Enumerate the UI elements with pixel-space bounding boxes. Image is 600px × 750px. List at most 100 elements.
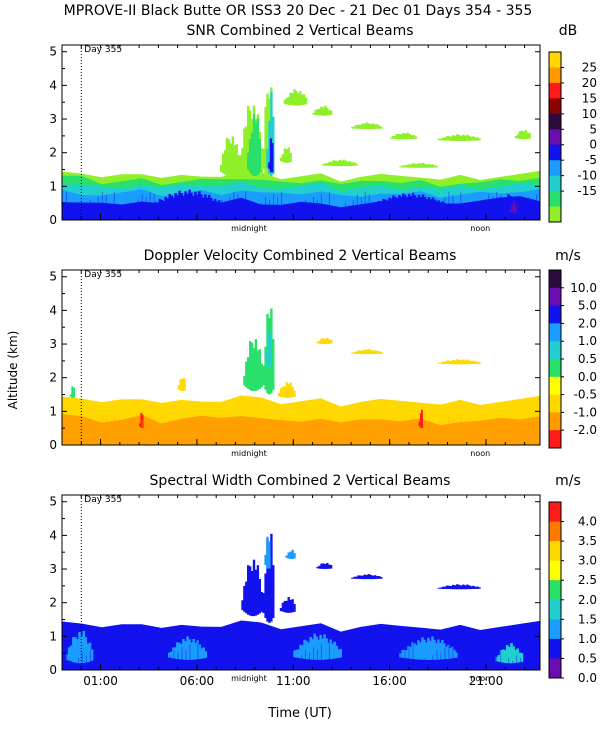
- width-colorbar-label: 0.5: [578, 651, 597, 665]
- doppler-y-tick-label: 2: [49, 371, 57, 385]
- doppler-colorbar: 10.0 5.0 2.0 1.0 0.5 0.0 -0.5 -1.0 -2.0: [548, 269, 597, 449]
- snr-echo-patch: [322, 159, 358, 167]
- snr-echo-patch: [283, 89, 308, 106]
- x-tick-label: 06:00: [180, 674, 215, 688]
- snr-echo-patch: [268, 138, 274, 173]
- x-tick-label: 21:00: [469, 674, 504, 688]
- snr-colorbar-label: 5: [589, 122, 597, 136]
- width-colorbar-swatch: [549, 521, 561, 542]
- y-axis-label: Altitude (km): [6, 331, 20, 410]
- x-axis-label: Time (UT): [267, 706, 332, 721]
- snr-colorbar-swatch: [549, 52, 561, 68]
- snr-echo-patch: [509, 200, 518, 214]
- doppler-colorbar-label: 2.0: [578, 316, 597, 330]
- snr-layer: [62, 196, 540, 220]
- snr-colorbar-swatch: [549, 191, 561, 208]
- snr-colorbar-swatch: [549, 67, 561, 84]
- snr-midnight-marker: midnight: [231, 224, 267, 233]
- snr-unit: dB: [559, 23, 578, 39]
- width-echo-patch: [316, 563, 333, 569]
- snr-echo-patch: [370, 193, 448, 210]
- doppler-colorbar-swatch: [549, 359, 561, 378]
- width-echo-patch: [293, 633, 342, 660]
- doppler-colorbar-swatch: [549, 323, 561, 342]
- snr-echo-patch: [351, 122, 383, 130]
- snr-colorbar-label: -5: [585, 153, 597, 167]
- snr-colorbar-swatch: [549, 113, 561, 130]
- width-colorbar-label: 2.0: [578, 593, 597, 607]
- doppler-colorbar-label: 1.0: [578, 334, 597, 348]
- width-noon-marker: noon: [470, 674, 490, 683]
- doppler-echo-patch: [139, 412, 144, 428]
- snr-title: SNR Combined 2 Vertical Beams: [186, 23, 413, 39]
- doppler-colorbar-label: -2.0: [574, 423, 597, 437]
- width-streaks: [62, 641, 537, 670]
- width-colorbar-label: 4.0: [578, 515, 597, 529]
- doppler-echo-patch: [243, 339, 263, 392]
- snr-echo-patch: [399, 162, 439, 168]
- doppler-colorbar-label: -1.0: [574, 405, 597, 419]
- x-tick-label: 16:00: [372, 674, 407, 688]
- x-tick-label: 11:00: [276, 674, 311, 688]
- snr-echo-patch: [220, 136, 240, 177]
- doppler-day-label: Day 355: [84, 270, 122, 280]
- width-colorbar-swatch: [549, 658, 561, 679]
- doppler-streaks: [62, 416, 537, 445]
- width-day-label: Day 355: [84, 495, 122, 505]
- snr-colorbar-label: 10: [582, 107, 597, 121]
- doppler-echo-patch: [351, 349, 383, 355]
- doppler-echo-patch: [177, 378, 186, 392]
- width-echo-patch: [285, 549, 296, 559]
- doppler-unit: m/s: [555, 248, 581, 264]
- doppler-title: Doppler Velocity Combined 2 Vertical Bea…: [144, 248, 457, 264]
- width-colorbar-swatch: [549, 619, 561, 640]
- width-colorbar-label: 3.5: [578, 534, 597, 548]
- width-colorbar-swatch: [549, 560, 561, 581]
- snr-colorbar-label: -15: [577, 184, 597, 198]
- snr-colorbar-swatch: [549, 144, 561, 161]
- doppler-echo-patch: [418, 409, 423, 428]
- width-echo-patch: [279, 597, 296, 613]
- width-midnight-marker: midnight: [231, 674, 267, 683]
- doppler-midnight-marker: midnight: [231, 449, 267, 458]
- width-colorbar-swatch: [549, 599, 561, 620]
- snr-echo-patch: [247, 114, 261, 177]
- width-colorbar-swatch: [549, 502, 561, 523]
- snr-colorbar-swatch: [549, 160, 561, 177]
- snr-echo-patch: [437, 134, 481, 141]
- snr-colorbar-label: 15: [582, 91, 597, 105]
- snr-echo-patch: [279, 147, 292, 163]
- snr-panel: SNR Combined 2 Vertical Beams dB Day 355 0 1…: [49, 23, 597, 233]
- doppler-echo-patch: [316, 338, 333, 344]
- doppler-echo-patch: [69, 386, 75, 398]
- width-y-tick-label: 4: [49, 528, 57, 542]
- width-echo-patch: [437, 584, 481, 590]
- snr-y-tick-label: 3: [49, 112, 57, 126]
- width-colorbar-label: 0.0: [578, 671, 597, 685]
- snr-plot-area: [62, 87, 540, 220]
- snr-echo-patch: [514, 130, 531, 140]
- width-colorbar-swatch: [549, 541, 561, 562]
- width-colorbar-label: 3.0: [578, 554, 597, 568]
- doppler-frame: [61, 269, 541, 446]
- snr-colorbar-label: -10: [577, 169, 597, 183]
- snr-y-tick-label: 5: [49, 45, 57, 59]
- width-y-tick-label: 1: [49, 629, 57, 643]
- width-y-tick-label: 0: [49, 663, 57, 677]
- doppler-colorbar-label: -0.5: [574, 388, 597, 402]
- width-echo-patch: [264, 536, 271, 569]
- width-y-tick-label: 3: [49, 562, 57, 576]
- width-echo-patch: [168, 636, 207, 660]
- snr-colorbar-label: 25: [582, 60, 597, 74]
- doppler-colorbar-swatch: [549, 412, 561, 431]
- doppler-colorbar-swatch: [549, 287, 561, 307]
- width-colorbar: 4.0 3.5 3.0 2.5 2.0 1.5 1.0 0.5 0.0: [548, 501, 597, 685]
- doppler-echo-patch: [266, 330, 272, 367]
- doppler-colorbar-label: 0.5: [578, 352, 597, 366]
- width-colorbar-label: 2.5: [578, 573, 597, 587]
- width-plot-area: [62, 533, 540, 670]
- doppler-y-tick-label: 5: [49, 270, 57, 284]
- doppler-plot-area: [62, 308, 540, 445]
- width-unit: m/s: [555, 473, 581, 489]
